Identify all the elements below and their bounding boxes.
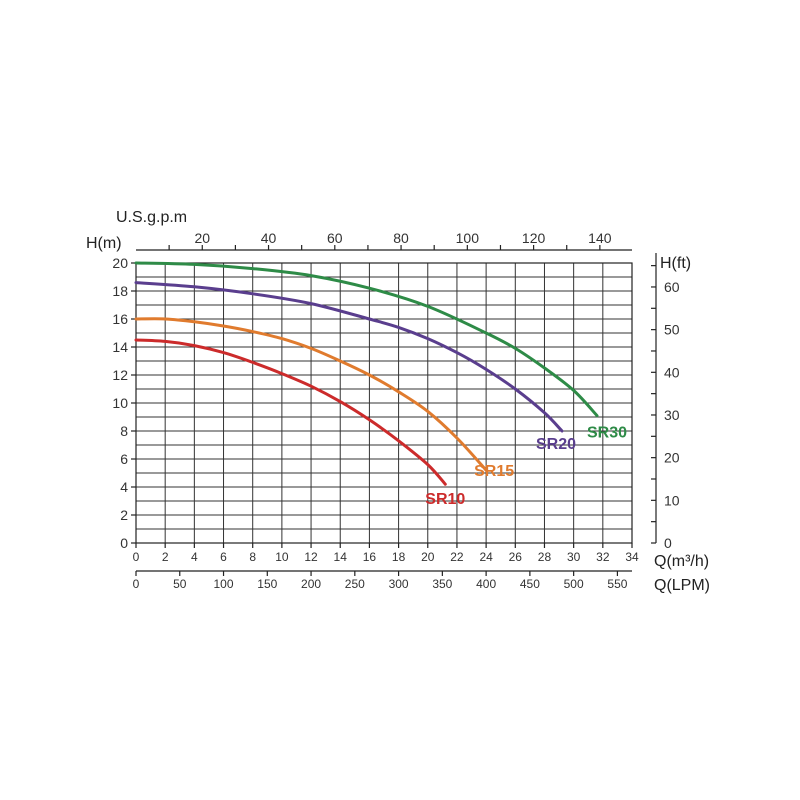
axes: [131, 245, 657, 576]
y-tick-label-2: 2: [120, 507, 128, 523]
x-tick-label-24: 24: [479, 550, 493, 564]
gpm-tick-label-60: 60: [327, 230, 343, 246]
lpm-tick-label-350: 350: [432, 577, 452, 591]
gpm-tick-label-140: 140: [588, 230, 612, 246]
lpm-tick-label-50: 50: [173, 577, 187, 591]
lpm-tick-label-100: 100: [214, 577, 234, 591]
bottom-axis-title-lpm: Q(LPM): [654, 577, 710, 594]
series-line-sr20: [134, 281, 564, 433]
tick-labels: 0 2 4 6 8 10 12 14 16 18 20 22 24 26 28 30 32 340 50 100 150…: [112, 230, 679, 591]
x-tick-label-18: 18: [392, 550, 406, 564]
x-tick-label-20: 20: [421, 550, 435, 564]
series-label-sr15: SR15: [474, 463, 514, 480]
series-label-sr20: SR20: [536, 436, 576, 453]
gpm-tick-label-20: 20: [194, 230, 210, 246]
y-tick-label-14: 14: [112, 339, 128, 355]
x-tick-label-6: 6: [220, 550, 227, 564]
y-tick-label-20: 20: [112, 255, 128, 271]
x-tick-label-12: 12: [304, 550, 318, 564]
lpm-tick-label-500: 500: [564, 577, 584, 591]
x-tick-label-26: 26: [509, 550, 523, 564]
lpm-tick-label-550: 550: [607, 577, 627, 591]
lpm-tick-label-0: 0: [133, 577, 140, 591]
ft-tick-label-50: 50: [664, 322, 680, 338]
ft-tick-label-40: 40: [664, 364, 680, 380]
lpm-tick-label-300: 300: [389, 577, 409, 591]
ft-tick-label-60: 60: [664, 279, 680, 295]
lpm-tick-label-250: 250: [345, 577, 365, 591]
y-tick-label-10: 10: [112, 395, 128, 411]
lpm-tick-label-150: 150: [257, 577, 277, 591]
y-tick-label-4: 4: [120, 479, 128, 495]
grid-lines: [136, 263, 632, 543]
bottom-axis-title-m3h: Q(m³/h): [654, 553, 709, 570]
left-axis-title: H(m): [86, 235, 122, 252]
lpm-tick-label-400: 400: [476, 577, 496, 591]
x-tick-label-22: 22: [450, 550, 464, 564]
x-tick-label-0: 0: [133, 550, 140, 564]
y-tick-label-16: 16: [112, 311, 128, 327]
ft-tick-label-10: 10: [664, 492, 680, 508]
series-line-sr15: [134, 317, 488, 472]
x-tick-label-28: 28: [538, 550, 552, 564]
x-tick-label-34: 34: [625, 550, 639, 564]
right-axis-title: H(ft): [660, 255, 691, 272]
gpm-tick-label-120: 120: [522, 230, 546, 246]
series-label-sr10: SR10: [425, 491, 465, 508]
x-tick-label-14: 14: [334, 550, 348, 564]
y-tick-label-18: 18: [112, 283, 128, 299]
y-tick-label-0: 0: [120, 535, 128, 551]
gpm-tick-label-100: 100: [456, 230, 480, 246]
series-curves: [134, 261, 599, 486]
series-line-sr10: [134, 338, 447, 486]
x-tick-label-4: 4: [191, 550, 198, 564]
gpm-tick-label-80: 80: [393, 230, 409, 246]
series-label-sr30: SR30: [587, 425, 627, 442]
gpm-tick-label-40: 40: [261, 230, 277, 246]
series-labels: SR10 SR15 SR20 SR30: [425, 425, 627, 509]
top-axis-title: U.S.g.p.m: [116, 209, 187, 226]
series-line-sr30: [134, 261, 599, 418]
x-tick-label-32: 32: [596, 550, 610, 564]
x-tick-label-16: 16: [363, 550, 377, 564]
x-tick-label-2: 2: [162, 550, 169, 564]
lpm-tick-label-450: 450: [520, 577, 540, 591]
y-tick-label-6: 6: [120, 451, 128, 467]
ft-tick-label-30: 30: [664, 407, 680, 423]
ft-tick-label-20: 20: [664, 450, 680, 466]
y-tick-label-8: 8: [120, 423, 128, 439]
x-tick-label-30: 30: [567, 550, 581, 564]
y-tick-label-12: 12: [112, 367, 128, 383]
ft-tick-label-0: 0: [664, 535, 672, 551]
x-tick-label-10: 10: [275, 550, 289, 564]
lpm-tick-label-200: 200: [301, 577, 321, 591]
x-tick-label-8: 8: [249, 550, 256, 564]
